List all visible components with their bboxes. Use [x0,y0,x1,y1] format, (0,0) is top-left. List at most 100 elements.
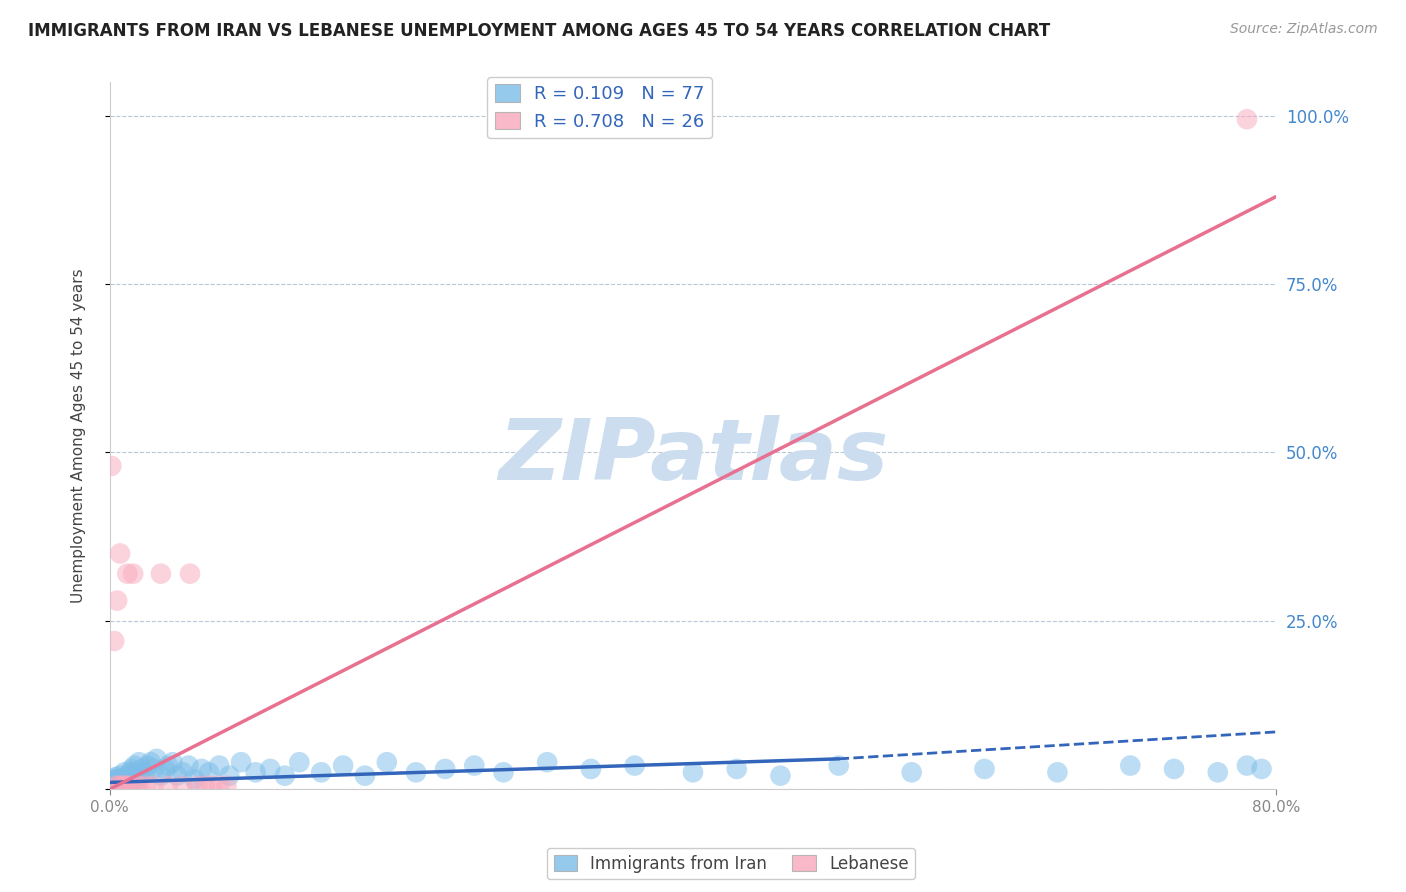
Point [100,458,122,473]
Point [108,775,131,789]
Point [218,769,240,783]
Point [125,765,148,780]
Point [115,779,138,793]
Text: Source: ZipAtlas.com: Source: ZipAtlas.com [1230,22,1378,37]
Point [142,779,165,793]
Point [208,758,231,772]
Point [108,769,131,783]
Point [127,772,149,786]
Point [105,593,128,607]
Point [172,779,194,793]
Point [108,546,131,560]
Point [128,755,150,769]
Point [162,755,184,769]
Point [110,779,132,793]
Point [1046,765,1069,780]
Y-axis label: Unemployment Among Ages 45 to 54 years: Unemployment Among Ages 45 to 54 years [72,268,86,603]
Point [186,779,208,793]
Point [245,765,267,780]
Point [1119,758,1142,772]
Point [101,779,124,793]
Legend: R = 0.109   N = 77, R = 0.708   N = 26: R = 0.109 N = 77, R = 0.708 N = 26 [488,77,711,138]
Point [201,779,224,793]
Point [134,765,156,780]
Point [492,765,515,780]
Point [375,755,398,769]
Point [434,762,457,776]
Point [105,772,128,786]
Point [215,779,238,793]
Point [769,769,792,783]
Point [111,779,134,793]
Point [111,775,134,789]
Point [117,769,139,783]
Point [112,779,135,793]
Point [110,772,132,786]
Point [354,769,377,783]
Point [118,772,141,786]
Text: ZIPatlas: ZIPatlas [498,416,889,499]
Point [107,774,129,789]
Point [1206,765,1229,780]
Point [120,779,142,793]
Point [100,779,122,793]
Point [1250,762,1272,776]
Point [157,758,180,772]
Point [128,779,150,793]
Point [259,762,281,776]
Point [104,770,127,784]
Point [172,765,194,780]
Point [129,769,152,783]
Point [1236,112,1258,127]
Point [828,758,851,772]
Point [101,777,124,791]
Point [103,774,125,789]
Legend: Immigrants from Iran, Lebanese: Immigrants from Iran, Lebanese [547,848,915,880]
Point [623,758,645,772]
Point [190,762,212,776]
Point [405,765,427,780]
Point [149,769,172,783]
Point [183,772,205,786]
Point [157,779,180,793]
Point [536,755,558,769]
Point [101,772,124,786]
Point [131,762,153,776]
Point [725,762,748,776]
Point [900,765,922,780]
Point [121,762,143,776]
Point [112,765,135,780]
Point [110,777,132,791]
Point [122,566,145,581]
Text: IMMIGRANTS FROM IRAN VS LEBANESE UNEMPLOYMENT AMONG AGES 45 TO 54 YEARS CORRELAT: IMMIGRANTS FROM IRAN VS LEBANESE UNEMPLO… [28,22,1050,40]
Point [107,778,129,792]
Point [125,779,148,793]
Point [145,752,167,766]
Point [309,765,332,780]
Point [177,758,200,772]
Point [179,566,201,581]
Point [274,769,297,783]
Point [1236,758,1258,772]
Point [208,779,231,793]
Point [463,758,485,772]
Point [124,758,146,772]
Point [122,769,145,783]
Point [288,755,311,769]
Point [104,779,127,793]
Point [103,634,125,648]
Point [332,758,354,772]
Point [104,775,127,789]
Point [198,765,221,780]
Point [1163,762,1185,776]
Point [120,765,142,780]
Point [103,779,125,793]
Point [142,762,165,776]
Point [973,762,995,776]
Point [229,755,252,769]
Point [135,779,157,793]
Point [194,779,217,793]
Point [105,777,128,791]
Point [136,758,159,772]
Point [112,775,135,789]
